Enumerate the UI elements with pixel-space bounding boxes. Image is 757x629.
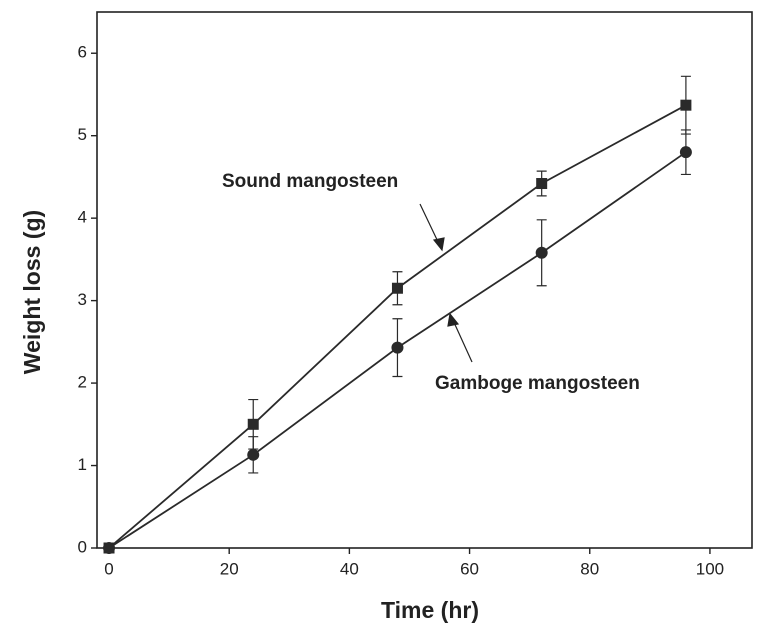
- marker: [680, 99, 692, 111]
- y-tick-label: 1: [78, 455, 87, 474]
- y-tick-label: 6: [78, 43, 87, 62]
- x-tick-label: 60: [460, 559, 479, 578]
- marker: [391, 282, 403, 294]
- arrow-head: [432, 237, 445, 252]
- x-tick-label: 40: [340, 559, 359, 578]
- x-tick-label: 0: [104, 559, 113, 578]
- y-tick-label: 0: [78, 537, 87, 556]
- x-tick-label: 20: [220, 559, 239, 578]
- plot-frame: [96, 11, 753, 549]
- marker: [391, 341, 404, 354]
- y-tick-label: 3: [78, 290, 87, 309]
- marker: [103, 542, 116, 554]
- marker: [536, 178, 548, 190]
- y-tick-label: 2: [78, 373, 87, 392]
- x-axis-title: Time (hr): [381, 597, 479, 623]
- marker: [247, 418, 259, 430]
- marker: [247, 448, 260, 461]
- marker: [535, 246, 548, 259]
- annotation-arrows: [419, 203, 473, 363]
- marker: [679, 146, 692, 159]
- series-annotation: Sound mangosteen: [222, 171, 398, 192]
- series-annotation: Gamboge mangosteen: [435, 373, 640, 394]
- arrow-head: [447, 312, 460, 327]
- x-tick-label: 80: [580, 559, 599, 578]
- arrow-line: [451, 317, 473, 363]
- y-tick-label: 5: [78, 125, 87, 144]
- y-tick-label: 4: [78, 208, 87, 227]
- x-tick-label: 100: [696, 559, 724, 578]
- y-axis-title: Weight loss (g): [19, 210, 45, 374]
